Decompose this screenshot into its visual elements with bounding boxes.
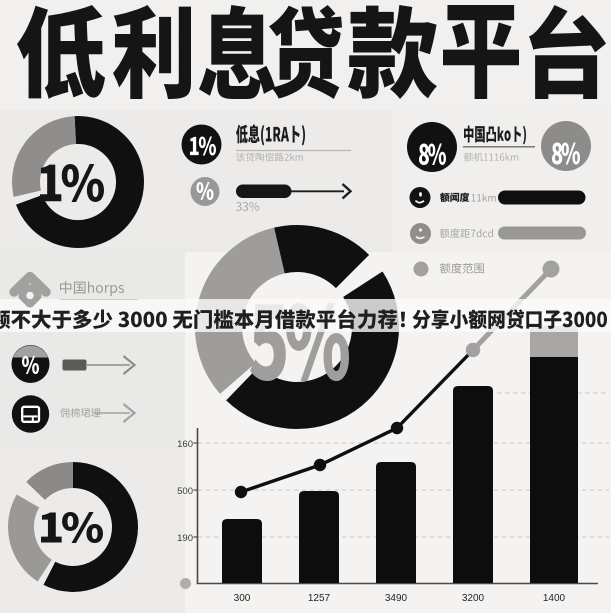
svg-text:3200: 3200 [462, 593, 485, 604]
svg-text:500: 500 [177, 486, 193, 497]
svg-text:300: 300 [234, 593, 251, 604]
svg-text:160: 160 [177, 439, 193, 450]
svg-text:1257: 1257 [308, 593, 331, 604]
svg-text:1400: 1400 [543, 593, 566, 604]
svg-text:190: 190 [177, 533, 193, 544]
svg-text:3490: 3490 [385, 593, 408, 604]
